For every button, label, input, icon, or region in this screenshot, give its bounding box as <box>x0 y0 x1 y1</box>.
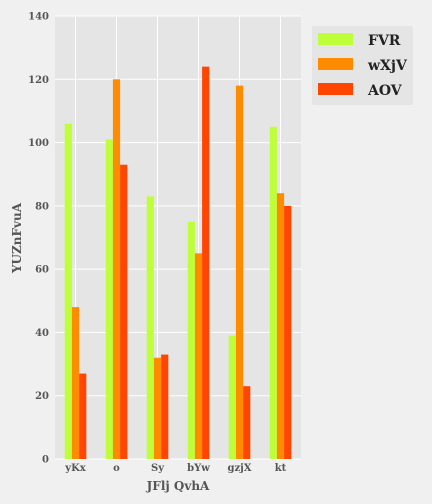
x-tick-label: o <box>113 463 120 474</box>
legend-label-wXjV: wXjV <box>367 58 408 74</box>
bar-FVR-o <box>105 139 113 459</box>
x-axis-label: JFlj QvhA <box>146 479 210 493</box>
y-tick-label: 60 <box>35 265 49 276</box>
bar-AOV-o <box>120 164 128 459</box>
y-tick-label: 140 <box>28 12 49 23</box>
x-tick-label: bYw <box>187 463 210 474</box>
bar-wXjV-gzjX <box>235 85 244 459</box>
x-tick-label: gzjX <box>227 463 251 474</box>
bar-wXjV-bYw <box>194 253 203 459</box>
y-axis-label: YUZnFvuA <box>10 202 24 274</box>
x-tick-label: yKx <box>64 463 87 474</box>
x-tick-label: kt <box>275 463 287 474</box>
y-tick-label: 0 <box>42 455 49 466</box>
y-tick-label: 40 <box>35 328 49 339</box>
y-tick-label: 80 <box>35 201 49 212</box>
x-axis: yKx o Sy bYw gzjX kt <box>64 463 286 474</box>
legend-swatch-AOV <box>318 83 353 95</box>
bar-FVR-gzjX <box>228 335 236 459</box>
legend-swatch-FVR <box>318 33 353 45</box>
plot-area <box>55 16 301 459</box>
bars <box>64 66 292 460</box>
bar-FVR-kt <box>269 126 277 459</box>
legend-label-FVR: FVR <box>368 33 401 49</box>
bar-wXjV-kt <box>276 193 285 459</box>
bar-FVR-bYw <box>187 221 195 459</box>
bar-wXjV-yKx <box>71 307 80 459</box>
y-tick-label: 120 <box>28 75 49 86</box>
bar-AOV-gzjX <box>243 386 251 459</box>
bar-AOV-yKx <box>79 373 87 459</box>
y-tick-label: 20 <box>35 391 49 402</box>
bar-FVR-Sy <box>146 196 154 459</box>
legend-swatch-wXjV <box>318 58 353 70</box>
legend: FVR wXjV AOV <box>312 26 413 105</box>
y-tick-label: 100 <box>28 138 49 149</box>
bar-AOV-kt <box>284 205 292 459</box>
bar-wXjV-Sy <box>153 357 162 459</box>
legend-label-AOV: AOV <box>367 83 403 99</box>
bar-AOV-Sy <box>161 354 169 459</box>
y-axis: 0 20 40 60 80 100 120 140 <box>28 12 49 466</box>
x-tick-label: Sy <box>151 463 165 474</box>
bar-wXjV-o <box>112 79 121 460</box>
bar-AOV-bYw <box>202 66 210 459</box>
bar-FVR-yKx <box>64 123 72 459</box>
